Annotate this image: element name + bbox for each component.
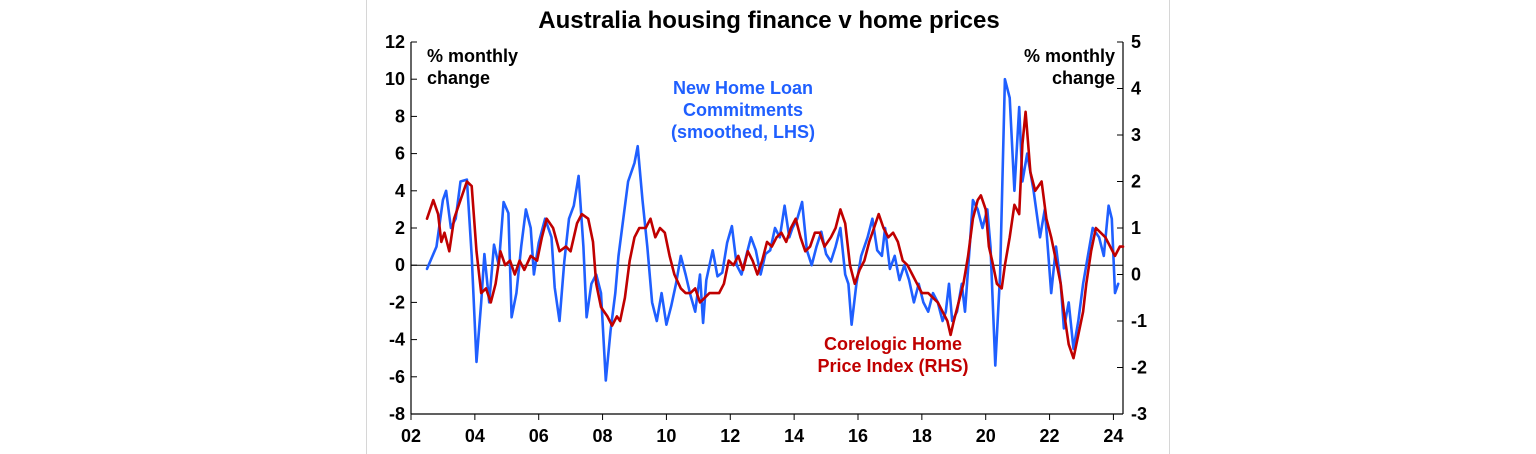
right-tick-label: 0 <box>1131 265 1141 285</box>
right-tick-label: 4 <box>1131 79 1141 99</box>
left-tick-label: 12 <box>385 32 405 52</box>
x-tick-label: 06 <box>529 426 549 446</box>
right-tick-label: -3 <box>1131 404 1147 424</box>
right-axis-unit-line2: change <box>1052 68 1115 88</box>
left-tick-label: -2 <box>389 292 405 312</box>
left-tick-label: 8 <box>395 106 405 126</box>
right-tick-label: 5 <box>1131 32 1141 52</box>
series-layer <box>425 77 1125 382</box>
series-label-line: (smoothed, LHS) <box>671 122 815 142</box>
series-label-line: Corelogic Home <box>824 334 962 354</box>
right-axis-unit-line1: % monthly <box>1024 46 1115 66</box>
x-tick-label: 04 <box>465 426 485 446</box>
x-tick-label: 18 <box>912 426 932 446</box>
right-tick-label: 2 <box>1131 172 1141 192</box>
left-tick-label: 2 <box>395 218 405 238</box>
chart-title: Australia housing finance v home prices <box>538 7 999 34</box>
left-tick-label: -4 <box>389 330 405 350</box>
left-tick-label: 10 <box>385 69 405 89</box>
x-tick-label: 16 <box>848 426 868 446</box>
x-tick-label: 14 <box>784 426 804 446</box>
series-line-corelogic <box>425 110 1125 360</box>
x-tick-label: 08 <box>593 426 613 446</box>
x-tick-label: 02 <box>401 426 421 446</box>
left-tick-label: -8 <box>389 404 405 424</box>
right-tick-label: -1 <box>1131 311 1147 331</box>
right-tick-label: 3 <box>1131 125 1141 145</box>
series-label-line: Price Index (RHS) <box>817 356 968 376</box>
series-label-new-home-loan: New Home Loan Commitments (smoothed, LHS… <box>671 78 815 142</box>
chart-frame: Australia housing finance v home prices … <box>366 0 1170 454</box>
left-tick-label: 6 <box>395 144 405 164</box>
left-axis-unit-line2: change <box>427 68 490 88</box>
x-tick-label: 12 <box>720 426 740 446</box>
left-tick-label: -6 <box>389 367 405 387</box>
series-label-line: Commitments <box>683 100 803 120</box>
series-line-new-home-loan <box>425 77 1120 382</box>
x-tick-label: 20 <box>976 426 996 446</box>
left-tick-label: 4 <box>395 181 405 201</box>
left-axis-unit-line1: % monthly <box>427 46 518 66</box>
right-tick-label: -2 <box>1131 358 1147 378</box>
x-tick-label: 24 <box>1103 426 1123 446</box>
left-tick-label: 0 <box>395 255 405 275</box>
x-tick-label: 22 <box>1040 426 1060 446</box>
chart-canvas: Australia housing finance v home prices … <box>385 7 1147 446</box>
right-tick-label: 1 <box>1131 218 1141 238</box>
x-tick-label: 10 <box>656 426 676 446</box>
series-label-corelogic: Corelogic Home Price Index (RHS) <box>817 334 968 376</box>
series-label-line: New Home Loan <box>673 78 813 98</box>
